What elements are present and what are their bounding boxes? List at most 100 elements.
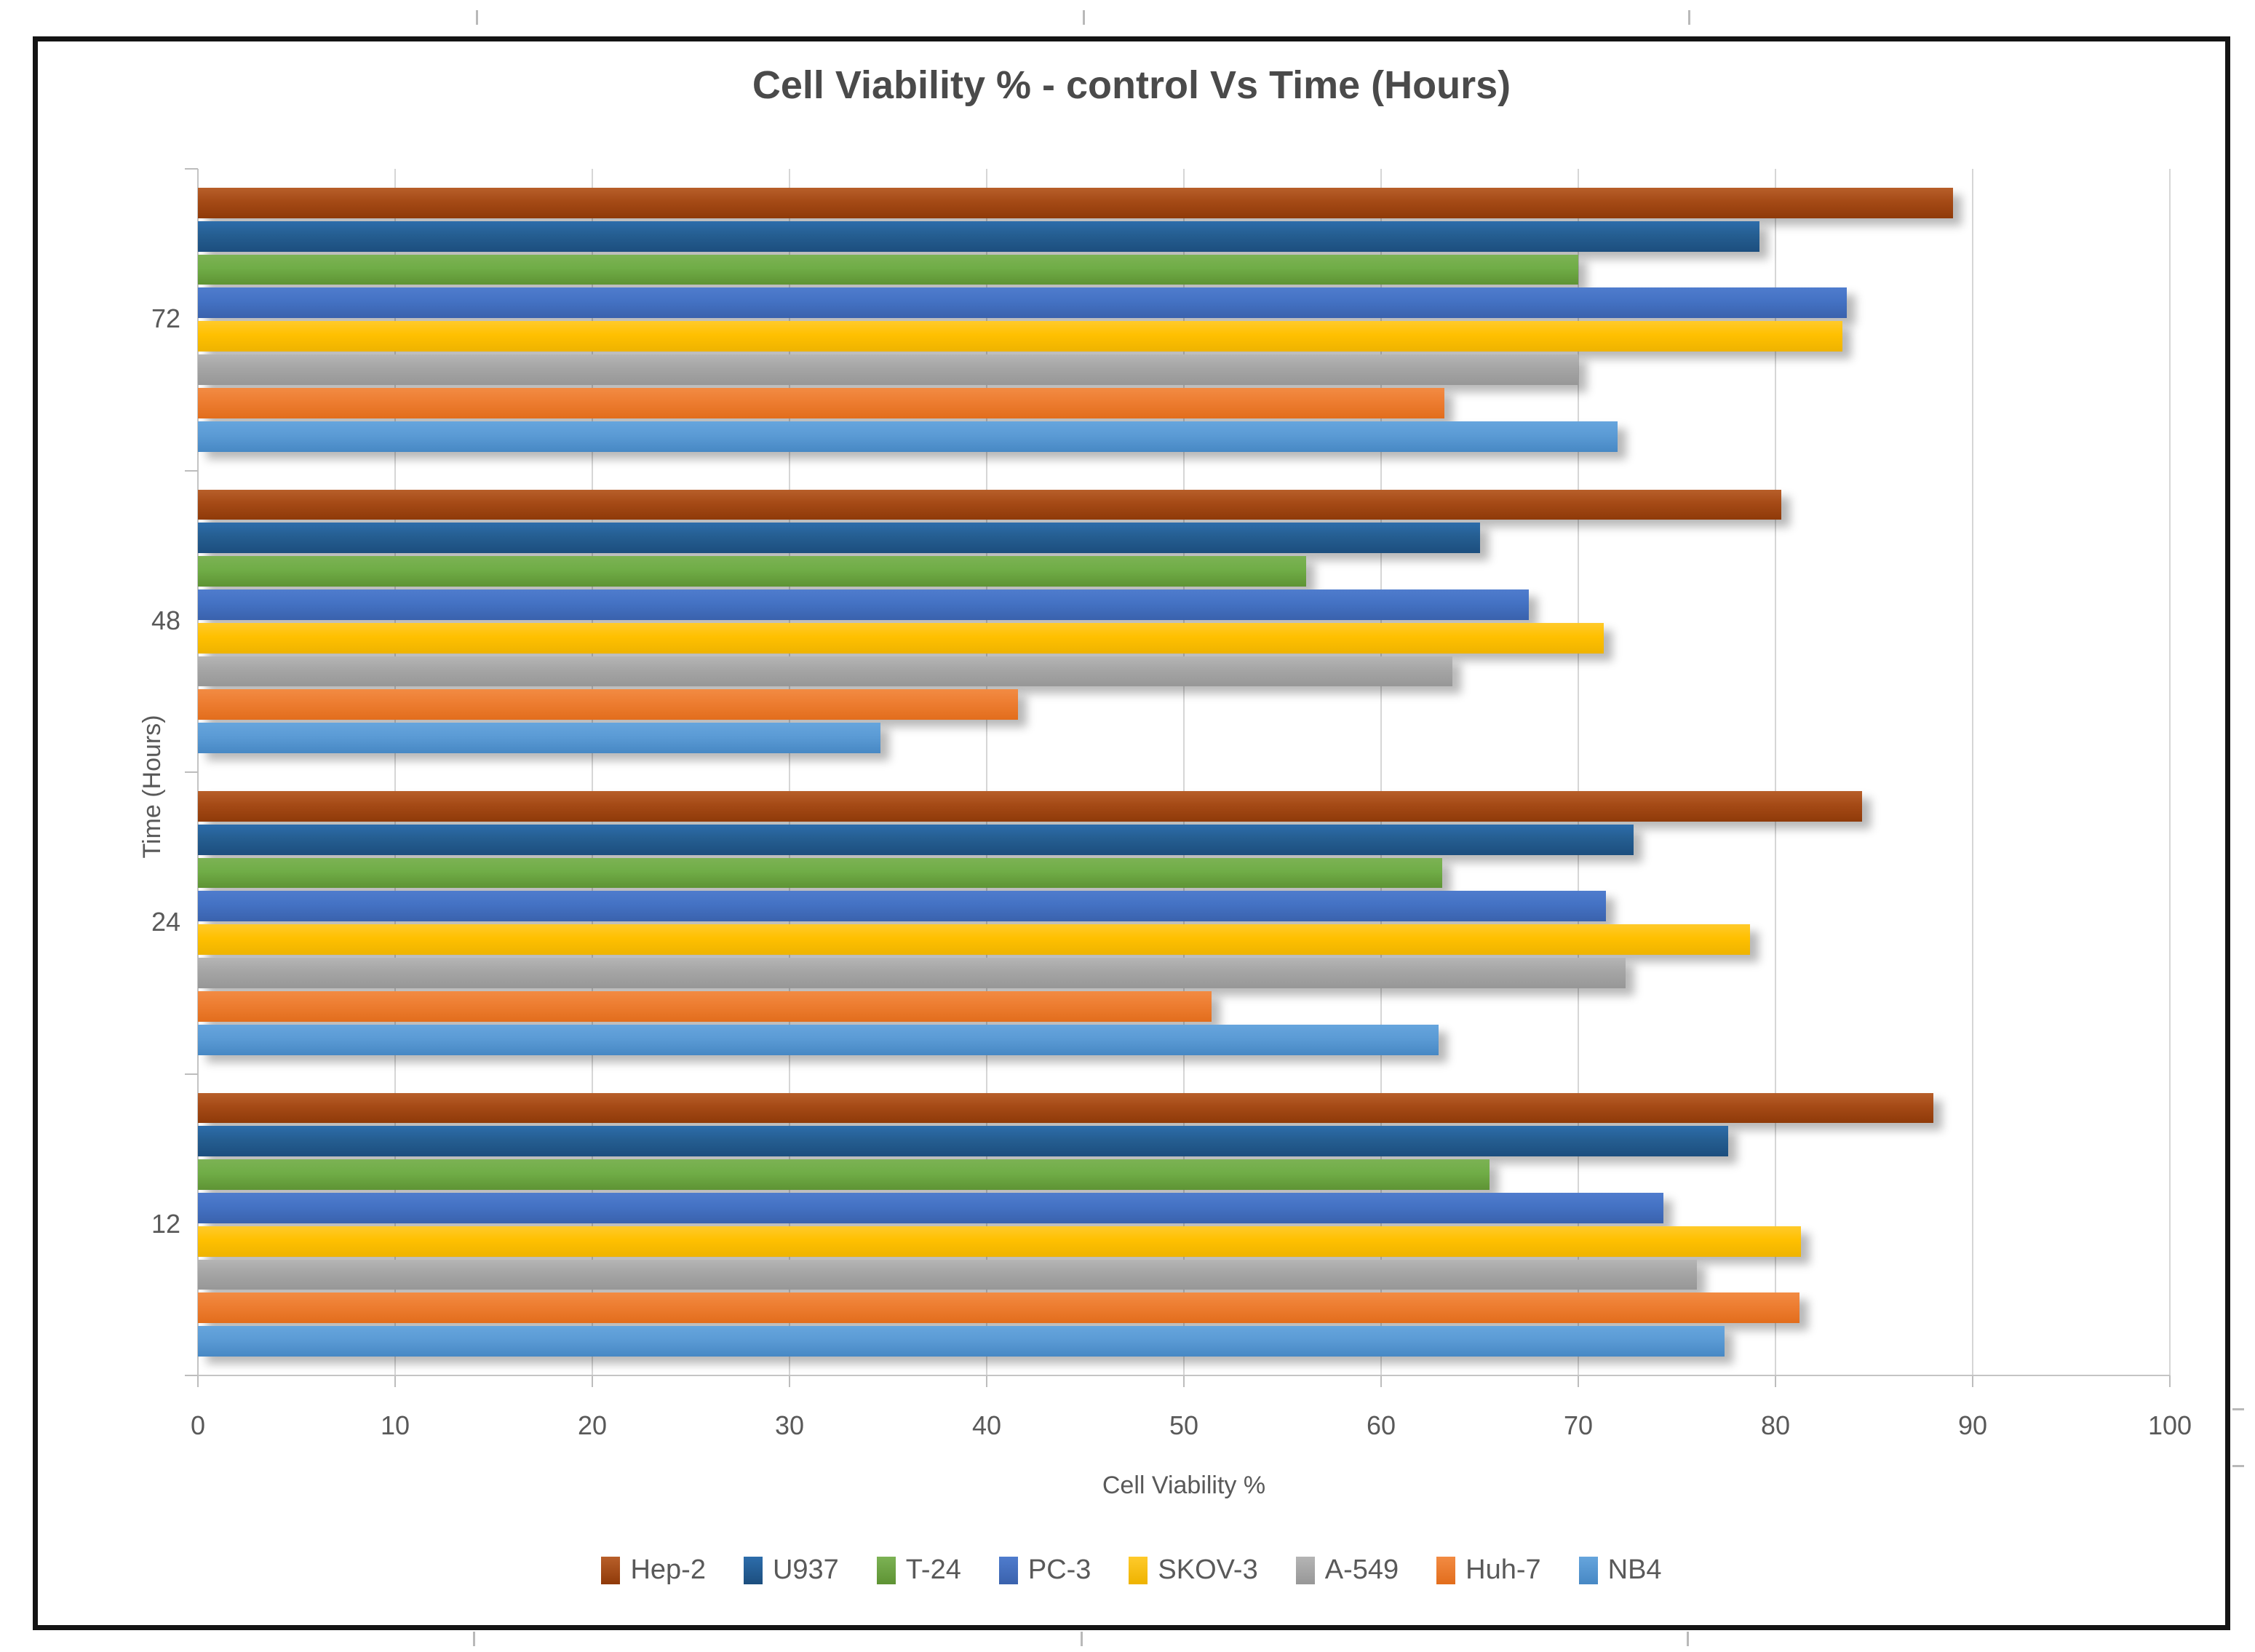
legend-item-nb4: NB4 — [1578, 1554, 1662, 1586]
bar-pc-3-12h — [198, 1192, 1663, 1223]
bar-u937-72h — [198, 221, 1760, 252]
legend-swatch-hep-2 — [601, 1556, 621, 1584]
gridline — [1183, 169, 1185, 1375]
sheet-grid-tick — [1688, 10, 1690, 25]
bar-skov-3-72h — [198, 321, 1843, 352]
gridline — [1775, 169, 1776, 1375]
bar-a-549-12h — [198, 1259, 1697, 1290]
bar-hep-2-24h — [198, 791, 1863, 822]
x-tick-label: 10 — [380, 1410, 410, 1440]
legend-item-skov-3: SKOV-3 — [1129, 1554, 1258, 1586]
bar-hep-2-72h — [198, 188, 1953, 218]
legend-item-pc-3: PC-3 — [998, 1554, 1091, 1586]
gridline — [592, 169, 593, 1375]
x-axis-tick — [789, 1375, 790, 1387]
bar-t-24-12h — [198, 1159, 1490, 1190]
y-axis-tick — [185, 168, 198, 170]
bar-u937-24h — [198, 824, 1634, 855]
x-tick-label: 100 — [2147, 1410, 2192, 1440]
x-axis-line — [198, 1375, 2170, 1376]
y-tick-label: 12 — [151, 1208, 180, 1239]
legend-label: Huh-7 — [1465, 1554, 1541, 1585]
x-tick-label: 90 — [1957, 1410, 1988, 1440]
legend-swatch-huh-7 — [1436, 1556, 1456, 1584]
bar-huh-7-12h — [198, 1292, 1799, 1324]
bar-nb4-12h — [198, 1326, 1725, 1357]
x-axis-tick — [394, 1375, 396, 1387]
legend-swatch-u937 — [743, 1556, 763, 1584]
gridline — [1972, 169, 1973, 1375]
gridline — [394, 169, 396, 1375]
bar-skov-3-24h — [198, 924, 1750, 956]
x-tick-label: 80 — [1760, 1410, 1791, 1440]
bar-t-24-48h — [198, 556, 1307, 587]
bar-huh-7-48h — [198, 689, 1019, 720]
y-tick-label: 48 — [151, 605, 180, 635]
gridline — [2169, 169, 2171, 1375]
x-axis-tick — [1183, 1375, 1185, 1387]
legend-swatch-a-549 — [1295, 1556, 1315, 1584]
x-axis-tick — [1972, 1375, 1973, 1387]
bar-huh-7-72h — [198, 387, 1444, 418]
sheet-grid-tick — [1687, 1632, 1689, 1646]
y-axis-title: Time (Hours) — [138, 715, 166, 859]
legend-label: A-549 — [1324, 1554, 1399, 1585]
bar-huh-7-24h — [198, 990, 1212, 1022]
x-tick-label: 0 — [190, 1410, 206, 1440]
sheet-grid-tick — [473, 1632, 475, 1646]
x-tick-label: 60 — [1366, 1410, 1396, 1440]
sheet-grid-tick — [1081, 1632, 1083, 1646]
x-axis-tick — [986, 1375, 987, 1387]
legend-label: T-24 — [905, 1554, 961, 1585]
y-tick-label: 72 — [151, 303, 180, 334]
bar-a-549-48h — [198, 656, 1452, 687]
bar-u937-12h — [198, 1126, 1728, 1157]
x-tick-label: 50 — [1169, 1410, 1199, 1440]
x-axis-tick — [1578, 1375, 1579, 1387]
gridline — [986, 169, 987, 1375]
legend-swatch-skov-3 — [1129, 1556, 1148, 1584]
x-axis-tick — [592, 1375, 593, 1387]
bar-a-549-72h — [198, 354, 1578, 385]
bar-pc-3-72h — [198, 287, 1847, 319]
legend-label: NB4 — [1607, 1554, 1662, 1585]
legend-item-a-549: A-549 — [1295, 1554, 1399, 1586]
x-axis-tick — [1775, 1375, 1776, 1387]
y-axis-tick — [185, 1375, 198, 1376]
legend-label: Hep-2 — [630, 1554, 706, 1585]
gridline — [1380, 169, 1382, 1375]
legend-swatch-t-24 — [876, 1556, 896, 1584]
bar-nb4-48h — [198, 723, 880, 753]
bar-skov-3-48h — [198, 622, 1604, 654]
x-tick-label: 70 — [1563, 1410, 1594, 1440]
legend-item-u937: U937 — [743, 1554, 839, 1586]
x-axis-title: Cell Viability % — [1102, 1472, 1266, 1499]
legend: Hep-2 U937 T-24 PC-3 SKOV-3 A-549 Huh-7 NB4 — [33, 1554, 2230, 1586]
legend-label: PC-3 — [1027, 1554, 1091, 1585]
legend-swatch-nb4 — [1578, 1556, 1598, 1584]
legend-label: U937 — [772, 1554, 839, 1585]
chart-title: Cell Viability % - control Vs Time (Hour… — [752, 63, 1511, 107]
bar-pc-3-48h — [198, 589, 1530, 620]
y-axis-tick — [185, 469, 198, 472]
bar-nb4-72h — [198, 421, 1618, 452]
legend-swatch-pc-3 — [998, 1556, 1018, 1584]
x-tick-label: 40 — [971, 1410, 1002, 1440]
y-axis-tick — [185, 771, 198, 773]
bar-t-24-72h — [198, 254, 1578, 285]
x-tick-label: 30 — [774, 1410, 805, 1440]
sheet-grid-tick — [1083, 10, 1085, 25]
legend-label: SKOV-3 — [1158, 1554, 1258, 1585]
y-tick-label: 24 — [151, 907, 180, 937]
bar-hep-2-12h — [198, 1092, 1933, 1124]
bar-u937-48h — [198, 523, 1480, 554]
gridline — [789, 169, 790, 1375]
sheet-grid-tick — [476, 10, 478, 25]
gridline — [1578, 169, 1579, 1375]
legend-item-hep-2: Hep-2 — [601, 1554, 706, 1586]
gridline — [197, 169, 199, 1375]
sheet-grid-tick — [2232, 1465, 2244, 1467]
bar-a-549-24h — [198, 958, 1626, 988]
bar-hep-2-48h — [198, 489, 1782, 520]
